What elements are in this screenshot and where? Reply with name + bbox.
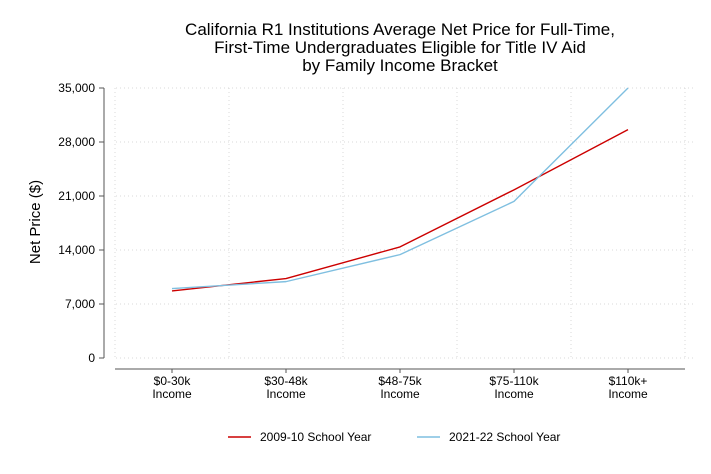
chart-title-line-1: California R1 Institutions Average Net P… bbox=[185, 20, 615, 39]
x-tick-label: $0-30k bbox=[154, 374, 192, 388]
x-tick-label: $110k+ bbox=[609, 374, 648, 388]
series-lines bbox=[171, 87, 629, 292]
x-tick-label: $30-48k bbox=[264, 374, 308, 388]
chart-title-line-2: First-Time Undergraduates Eligible for T… bbox=[214, 38, 586, 57]
x-tick-label: Income bbox=[380, 387, 420, 401]
legend-label-2: 2021-22 School Year bbox=[449, 430, 560, 444]
x-tick-label: $48-75k bbox=[378, 374, 422, 388]
legend-label-1: 2009-10 School Year bbox=[260, 430, 371, 444]
chart-title: California R1 Institutions Average Net P… bbox=[185, 20, 615, 75]
y-axis-label: Net Price ($) bbox=[27, 180, 44, 264]
grid bbox=[114, 87, 694, 359]
x-tick-label: $75-110k bbox=[489, 374, 539, 388]
y-tick-label: 14,000 bbox=[58, 243, 95, 257]
axes: 07,00014,00021,00028,00035,000$0-30kInco… bbox=[58, 81, 685, 401]
y-tick-label: 28,000 bbox=[58, 135, 95, 149]
x-tick-label: Income bbox=[494, 387, 534, 401]
series-line-2 bbox=[171, 87, 629, 290]
x-tick-label: Income bbox=[266, 387, 306, 401]
y-tick-label: 0 bbox=[88, 351, 95, 365]
x-tick-label: Income bbox=[152, 387, 192, 401]
x-tick-label: Income bbox=[608, 387, 648, 401]
chart-title-line-3: by Family Income Bracket bbox=[302, 56, 498, 75]
series-line-1 bbox=[171, 129, 629, 292]
y-tick-label: 7,000 bbox=[65, 297, 95, 311]
legend: 2009-10 School Year 2021-22 School Year bbox=[228, 430, 560, 444]
y-tick-label: 21,000 bbox=[58, 189, 95, 203]
y-tick-label: 35,000 bbox=[58, 81, 95, 95]
